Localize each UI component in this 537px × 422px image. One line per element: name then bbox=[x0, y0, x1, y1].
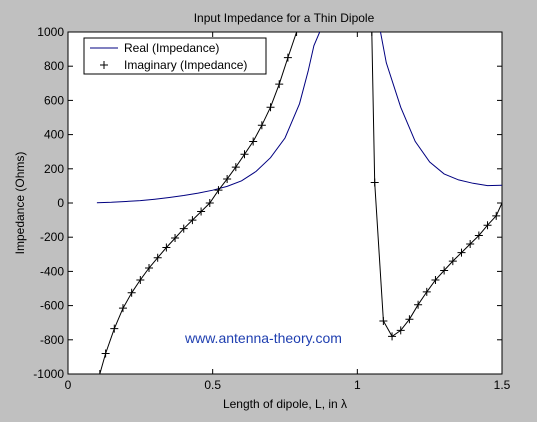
y-tick-label: -1000 bbox=[33, 367, 64, 381]
y-tick-label: 400 bbox=[44, 128, 64, 142]
chart-title: Input Impedance for a Thin Dipole bbox=[194, 11, 375, 25]
y-tick-label: 1000 bbox=[37, 25, 64, 39]
data-point-imaginary bbox=[396, 326, 405, 335]
y-axis-label: Impedance (Ohms) bbox=[13, 152, 27, 255]
data-point-imaginary bbox=[214, 186, 223, 195]
data-point-imaginary bbox=[257, 121, 266, 130]
data-point-imaginary bbox=[440, 266, 449, 275]
axes-ticks: 0 0.5 1 1.5 -1000 -800 -600 -400 -200 0 200 400 600 8… bbox=[33, 25, 510, 392]
data-point-imaginary bbox=[283, 53, 292, 62]
x-tick-label: 1 bbox=[354, 378, 361, 392]
data-point-imaginary bbox=[110, 324, 119, 333]
data-point-imaginary bbox=[275, 80, 284, 89]
data-point-imaginary bbox=[162, 243, 171, 252]
data-point-imaginary bbox=[367, 32, 376, 36]
data-point-imaginary bbox=[483, 221, 492, 230]
data-point-imaginary bbox=[223, 175, 232, 184]
data-point-imaginary bbox=[266, 103, 275, 112]
data-point-imaginary bbox=[118, 304, 127, 313]
data-point-imaginary bbox=[292, 32, 301, 36]
series-line-real bbox=[380, 32, 502, 187]
data-point-imaginary bbox=[379, 316, 388, 325]
legend-imag-swatch bbox=[100, 61, 108, 69]
x-tick-label: 0 bbox=[65, 378, 72, 392]
legend: Real (Impedance) Imaginary (Impedance) bbox=[83, 37, 267, 75]
y-tick-label: 600 bbox=[44, 93, 64, 107]
data-point-imaginary bbox=[231, 163, 240, 172]
legend-real-label: Real (Impedance) bbox=[124, 41, 219, 55]
data-point-imaginary bbox=[431, 275, 440, 284]
x-tick-label: 0.5 bbox=[204, 378, 221, 392]
series-line-imaginary bbox=[99, 32, 298, 374]
data-point-imaginary bbox=[188, 216, 197, 225]
y-tick-label: -200 bbox=[40, 230, 64, 244]
data-point-imaginary bbox=[388, 332, 397, 341]
x-axis-label: Length of dipole, L, in λ bbox=[223, 397, 347, 411]
data-point-imaginary bbox=[498, 199, 502, 207]
y-tick-label: 200 bbox=[44, 162, 64, 176]
data-point-imaginary bbox=[474, 231, 483, 240]
plot-area bbox=[67, 31, 503, 375]
data-point-imaginary bbox=[448, 257, 457, 266]
data-point-imaginary bbox=[457, 248, 466, 257]
data-point-imaginary bbox=[466, 240, 475, 249]
legend-imag-label: Imaginary (Impedance) bbox=[124, 58, 247, 72]
data-point-imaginary bbox=[240, 150, 249, 159]
y-tick-label: -400 bbox=[40, 264, 64, 278]
data-point-imaginary bbox=[95, 370, 104, 374]
data-point-imaginary bbox=[414, 300, 423, 309]
y-tick-label: -800 bbox=[40, 333, 64, 347]
data-point-imaginary bbox=[197, 207, 206, 216]
data-point-imaginary bbox=[136, 275, 145, 284]
y-tick-label: -600 bbox=[40, 299, 64, 313]
annotation-text: www.antenna-theory.com bbox=[184, 330, 342, 346]
data-point-imaginary bbox=[101, 349, 110, 358]
x-tick-label: 1.5 bbox=[494, 378, 511, 392]
data-point-imaginary bbox=[179, 224, 188, 233]
series-layer bbox=[95, 32, 502, 374]
data-point-imaginary bbox=[153, 253, 162, 262]
data-point-imaginary bbox=[492, 211, 501, 220]
data-point-imaginary bbox=[127, 288, 136, 297]
legend-box bbox=[83, 37, 267, 75]
y-tick-label: 0 bbox=[57, 196, 64, 210]
data-point-imaginary bbox=[205, 199, 214, 207]
data-point-imaginary bbox=[422, 287, 431, 296]
data-point-imaginary bbox=[405, 315, 414, 324]
data-point-imaginary bbox=[145, 263, 154, 272]
data-point-imaginary bbox=[171, 234, 180, 243]
data-point-imaginary bbox=[249, 137, 258, 146]
data-point-imaginary bbox=[370, 178, 379, 187]
y-tick-label: 800 bbox=[44, 59, 64, 73]
